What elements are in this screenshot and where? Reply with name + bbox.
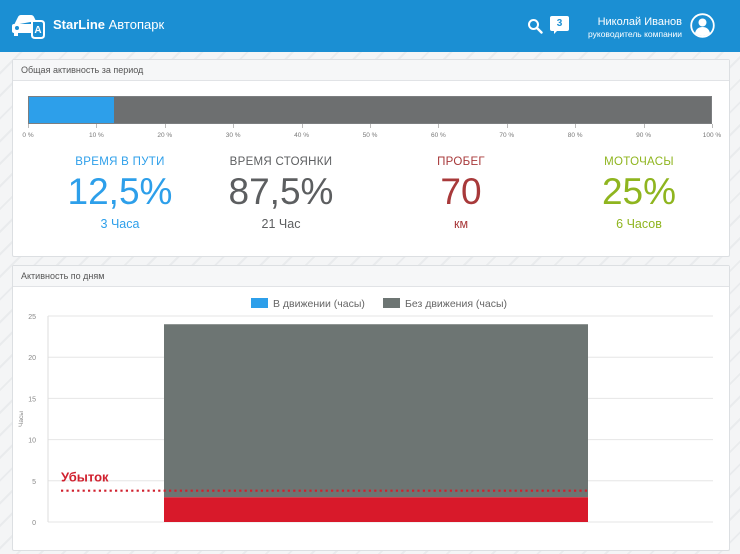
progress-tick — [96, 124, 98, 128]
daily-activity-panel: Активность по дням В движении (часы) Без … — [12, 265, 730, 551]
progress-tick-label: 20 % — [157, 132, 173, 139]
stat-value: 87,5% — [228, 171, 334, 212]
progress-tick — [370, 124, 371, 128]
activity-progress-fill — [29, 97, 115, 123]
progress-tick — [506, 124, 508, 128]
svg-text:A: A — [34, 25, 41, 36]
stat-mileage: ПРОБЕГ 70 км — [371, 156, 551, 231]
daily-panel-title: Активность по дням — [13, 266, 729, 287]
y-tick-label: 15 — [28, 396, 36, 403]
car-logo-icon[interactable]: A — [11, 11, 45, 41]
progress-tick — [712, 124, 713, 128]
brand-title[interactable]: StarLine Автопарк — [53, 17, 164, 32]
stat-label: ВРЕМЯ В ПУТИ — [75, 156, 165, 168]
progress-tick-label: 0 % — [22, 132, 34, 139]
stat-label: МОТОЧАСЫ — [604, 156, 674, 168]
progress-tick-label: 10 % — [88, 132, 104, 139]
progress-tick-label: 90 % — [636, 132, 652, 139]
progress-tick — [233, 124, 235, 128]
stat-sub: 21 Час — [261, 217, 301, 231]
chat-icon: 3 — [550, 16, 569, 31]
app-header: A StarLine Автопарк 3 Николай Иванов рук… — [0, 0, 740, 52]
progress-tick-label: 80 % — [567, 132, 583, 139]
brand-rest: Автопарк — [108, 17, 165, 32]
stat-travel-time: ВРЕМЯ В ПУТИ 12,5% 3 Часа — [30, 156, 210, 231]
brand-bold: StarLine — [53, 17, 106, 32]
y-tick-label: 10 — [28, 438, 36, 445]
stat-engine-hours: МОТОЧАСЫ 25% 6 Часов — [549, 156, 729, 231]
legend-swatch — [251, 298, 268, 308]
notifications-count: 3 — [556, 18, 563, 29]
stat-parking-time: ВРЕМЯ СТОЯНКИ 87,5% 21 Час — [191, 156, 371, 231]
chat-icon-tail — [554, 30, 558, 34]
y-tick-label: 20 — [28, 355, 36, 362]
progress-tick — [643, 124, 645, 128]
legend-label: Без движения (часы) — [405, 298, 507, 310]
progress-tick — [28, 124, 29, 128]
daily-activity-chart: В движении (часы) Без движения (часы) 0 5 10… — [18, 298, 713, 527]
progress-tick-label: 30 % — [225, 132, 241, 139]
y-tick-label: 25 — [28, 314, 36, 321]
activity-progress-bar — [28, 96, 712, 124]
progress-tick-label: 70 % — [499, 132, 515, 139]
progress-tick-label: 100 % — [702, 132, 722, 139]
user-name[interactable]: Николай Иванов — [597, 16, 682, 28]
progress-tick — [438, 124, 440, 128]
user-role: руководитель компании — [588, 29, 682, 39]
stat-value: 12,5% — [67, 171, 173, 212]
progress-tick — [164, 124, 166, 128]
progress-scale: 0 % 10 % 20 % 30 % 40 % 50 % 60 % 70 % 80 % 90 % 1… — [22, 124, 721, 144]
stat-value: 25% — [601, 171, 677, 212]
stat-sub: 6 Часов — [616, 217, 662, 231]
stat-label: ПРОБЕГ — [437, 156, 485, 168]
bar-segment-stopped — [164, 324, 588, 498]
notifications-button[interactable]: 3 — [550, 16, 569, 34]
progress-tick-label: 40 % — [294, 132, 310, 139]
search-icon[interactable] — [527, 18, 543, 34]
period-panel-title: Общая активность за период — [13, 60, 729, 81]
user-avatar-icon[interactable] — [690, 13, 715, 38]
progress-tick — [575, 124, 577, 128]
stat-sub: км — [453, 217, 469, 231]
progress-tick-label: 50 % — [362, 132, 378, 139]
y-tick-label: 5 — [32, 479, 36, 486]
stat-sub: 3 Часа — [100, 217, 140, 231]
loss-annotation-label: Убыток — [61, 470, 109, 485]
legend-label: В движении (часы) — [273, 298, 365, 310]
stat-label: ВРЕМЯ СТОЯНКИ — [229, 156, 333, 168]
progress-tick — [301, 124, 303, 128]
progress-tick-label: 60 % — [430, 132, 446, 139]
stat-value: 70 — [440, 171, 482, 212]
legend-swatch — [383, 298, 400, 308]
y-tick-label: 0 — [32, 520, 36, 527]
y-axis-label: Часы — [18, 411, 25, 427]
bar-segment-moving — [164, 497, 588, 522]
period-activity-panel: Общая активность за период 0 % 10 % 20 % 30… — [12, 59, 730, 257]
